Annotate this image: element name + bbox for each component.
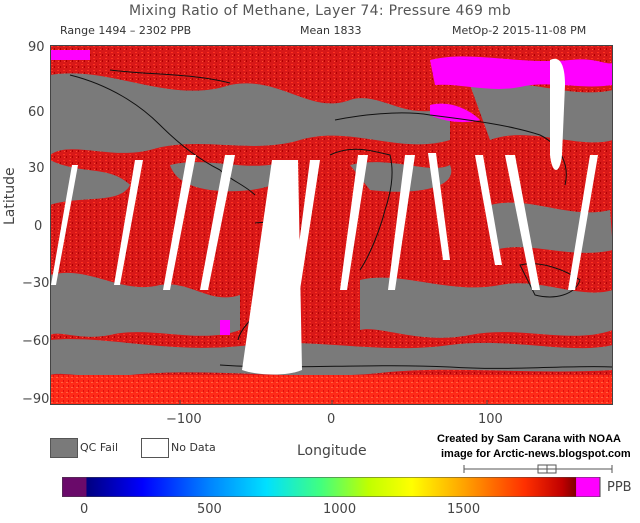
mean-label: Mean 1833 [300, 24, 362, 37]
credit-line2: image for Arctic-news.blogspot.com [441, 448, 631, 460]
cbar-tick-0: 0 [80, 502, 89, 517]
y-tick-neg30: −30 [22, 276, 50, 291]
colorbar [62, 477, 601, 497]
satellite-date-label: MetOp-2 2015-11-08 PM [452, 24, 587, 37]
x-tick-100: 100 [478, 412, 503, 427]
x-tick-0: 0 [327, 412, 336, 427]
y-tick-60: 60 [28, 105, 45, 120]
no-data-swaths [51, 58, 598, 375]
qc-fail-label: QC Fail [80, 441, 119, 454]
credit-line1: Created by Sam Carana with NOAA [437, 433, 621, 445]
x-tick-neg100: −100 [166, 412, 202, 427]
qc-fail-regions [50, 73, 613, 377]
no-data-swatch [141, 438, 169, 458]
cbar-tick-1000: 1000 [323, 502, 357, 517]
cbar-tick-1500: 1500 [447, 502, 481, 517]
methane-map [50, 45, 613, 405]
y-tick-0: 0 [34, 219, 43, 234]
y-tick-30: 30 [28, 161, 45, 176]
range-label: Range 1494 – 2302 PPB [60, 24, 192, 37]
y-tick-neg90: −90 [22, 392, 50, 407]
qc-fail-swatch [50, 438, 78, 458]
cbar-tick-500: 500 [197, 502, 222, 517]
y-tick-90: 90 [28, 40, 45, 55]
no-data-label: No Data [171, 441, 216, 454]
colorbar-unit: PPB [607, 480, 632, 495]
y-axis-label: Latitude [2, 167, 18, 225]
high-value-patches [50, 50, 613, 335]
chart-title: Mixing Ratio of Methane, Layer 74: Press… [128, 3, 512, 19]
y-tick-neg60: −60 [22, 334, 50, 349]
x-axis-label: Longitude [297, 443, 367, 459]
scale-widget [463, 464, 613, 474]
